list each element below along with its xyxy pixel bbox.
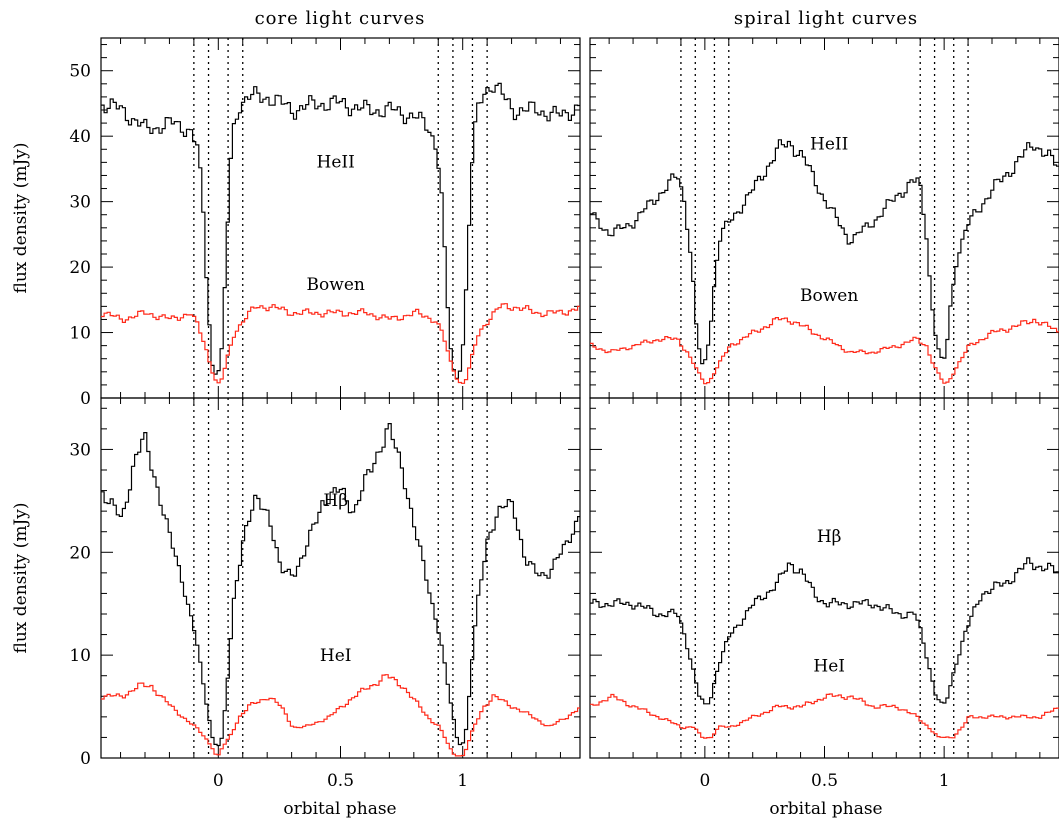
ylabel-top: flux density (mJy) (11, 143, 31, 294)
series-line-upper (101, 82, 580, 379)
x-tick-label: 0.5 (811, 771, 838, 791)
series-label: HeII (810, 135, 848, 155)
y-tick-label: 40 (69, 127, 91, 147)
y-tick-label: 20 (69, 258, 91, 278)
series-line-upper (101, 423, 580, 747)
series-line-upper (590, 139, 1059, 365)
y-tick-label: 30 (69, 440, 91, 460)
xlabel-left: orbital phase (283, 799, 396, 819)
series-label: Hβ (323, 491, 348, 511)
series-label: HeII (317, 153, 355, 173)
x-tick-label: 0 (699, 771, 710, 791)
y-tick-label: 0 (80, 749, 91, 769)
xlabel-right: orbital phase (769, 799, 882, 819)
series-line-lower (590, 317, 1059, 385)
series-line-upper (590, 557, 1059, 705)
ylabel-bottom: flux density (mJy) (11, 503, 31, 654)
x-tick-label: 1 (457, 771, 468, 791)
title-core-light-curves: core light curves (255, 8, 426, 29)
series-line-lower (101, 674, 580, 757)
panel-frame (100, 37, 581, 399)
title-spiral-light-curves: spiral light curves (734, 8, 918, 29)
x-tick-label: 0.5 (327, 771, 354, 791)
panel-frame (100, 397, 581, 759)
y-tick-label: 0 (80, 389, 91, 409)
panel-3: 0 10 20 30 0 0.5 1 Hβ HeI (69, 397, 581, 791)
panel-frame (589, 37, 1059, 399)
panel-4: 0 0.5 1 Hβ HeI (589, 397, 1059, 791)
y-tick-label: 50 (69, 62, 91, 82)
series-line-lower (590, 693, 1059, 739)
y-tick-label: 30 (69, 193, 91, 213)
series-label: Hβ (817, 527, 842, 547)
series-label: Bowen (800, 286, 858, 306)
x-tick-label: 1 (939, 771, 950, 791)
panel-frame (589, 397, 1059, 759)
series-label: HeI (320, 646, 352, 666)
y-tick-label: 10 (69, 324, 91, 344)
series-line-lower (101, 303, 580, 384)
series-label: Bowen (307, 275, 365, 295)
y-tick-label: 10 (69, 646, 91, 666)
y-tick-label: 20 (69, 543, 91, 563)
panel-2: HeII Bowen (589, 37, 1059, 399)
series-label: HeI (813, 657, 845, 677)
panel-1: 0 10 20 30 40 50 HeII Bowen (69, 37, 581, 409)
x-tick-label: 0 (213, 771, 224, 791)
